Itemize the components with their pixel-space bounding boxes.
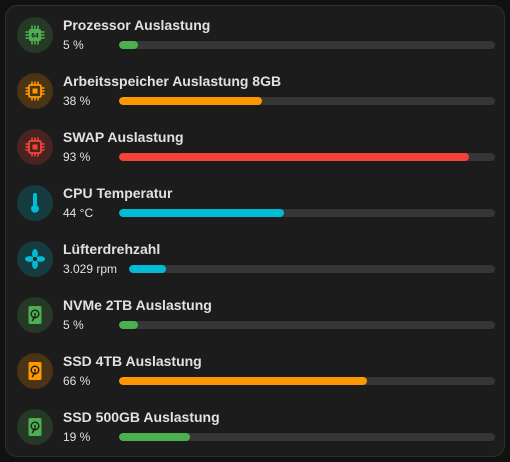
hard-disk-icon: [17, 353, 53, 389]
progress-fill: [119, 433, 191, 441]
sensor-name: CPU Temperatur: [63, 185, 173, 201]
progress-track: [119, 41, 495, 49]
cpu-64-icon: 64: [17, 17, 53, 53]
progress-track: [129, 265, 495, 273]
sensor-value: 3.029 rpm: [63, 262, 118, 276]
sensor-name: NVMe 2TB Auslastung: [63, 297, 212, 313]
progress-track: [119, 433, 495, 441]
sensor-row-nvme-load[interactable]: NVMe 2TB Auslastung 5 %: [6, 286, 506, 342]
progress-track: [119, 321, 495, 329]
sensor-row-ssd-500gb-load[interactable]: SSD 500GB Auslastung 19 %: [6, 398, 506, 454]
progress-fill: [119, 321, 138, 329]
sensor-row-swap-load[interactable]: SWAP Auslastung 93 %: [6, 118, 506, 174]
progress-fill: [119, 153, 469, 161]
sensor-value: 93 %: [63, 150, 91, 164]
sensor-name: SWAP Auslastung: [63, 129, 184, 145]
sensor-value: 38 %: [63, 94, 91, 108]
sensor-name: SSD 500GB Auslastung: [63, 409, 220, 425]
progress-fill: [129, 265, 166, 273]
progress-track: [119, 209, 495, 217]
sensor-name: Arbeitsspeicher Auslastung 8GB: [63, 73, 282, 89]
fan-icon: [17, 241, 53, 277]
sensor-row-ssd-4tb-load[interactable]: SSD 4TB Auslastung 66 %: [6, 342, 506, 398]
sensor-value: 5 %: [63, 318, 84, 332]
progress-fill: [119, 377, 368, 385]
sensor-name: Prozessor Auslastung: [63, 17, 211, 33]
progress-track: [119, 97, 495, 105]
sensor-value: 66 %: [63, 374, 91, 388]
sensor-row-fan-speed[interactable]: Lüfterdrehzahl 3.029 rpm: [6, 230, 506, 286]
sensor-value: 44 °C: [63, 206, 94, 220]
sensor-value: 5 %: [63, 38, 84, 52]
system-monitor-card: 64 Prozessor Auslastung 5 % Arbeitsspeic…: [5, 5, 505, 457]
sensor-row-cpu-load[interactable]: 64 Prozessor Auslastung 5 %: [6, 6, 506, 62]
hard-disk-icon: [17, 297, 53, 333]
memory-chip-icon: [17, 73, 53, 109]
progress-fill: [119, 209, 285, 217]
progress-fill: [119, 97, 262, 105]
sensor-name: SSD 4TB Auslastung: [63, 353, 202, 369]
sensor-row-ram-load[interactable]: Arbeitsspeicher Auslastung 8GB 38 %: [6, 62, 506, 118]
sensor-name: Lüfterdrehzahl: [63, 241, 161, 257]
sensor-value: 19 %: [63, 430, 91, 444]
hard-disk-icon: [17, 409, 53, 445]
thermometer-icon: [17, 185, 53, 221]
progress-track: [119, 153, 495, 161]
sensor-row-cpu-temperature[interactable]: CPU Temperatur 44 °C: [6, 174, 506, 230]
svg-text:64: 64: [31, 33, 39, 40]
progress-fill: [119, 41, 138, 49]
progress-track: [119, 377, 495, 385]
memory-chip-icon: [17, 129, 53, 165]
